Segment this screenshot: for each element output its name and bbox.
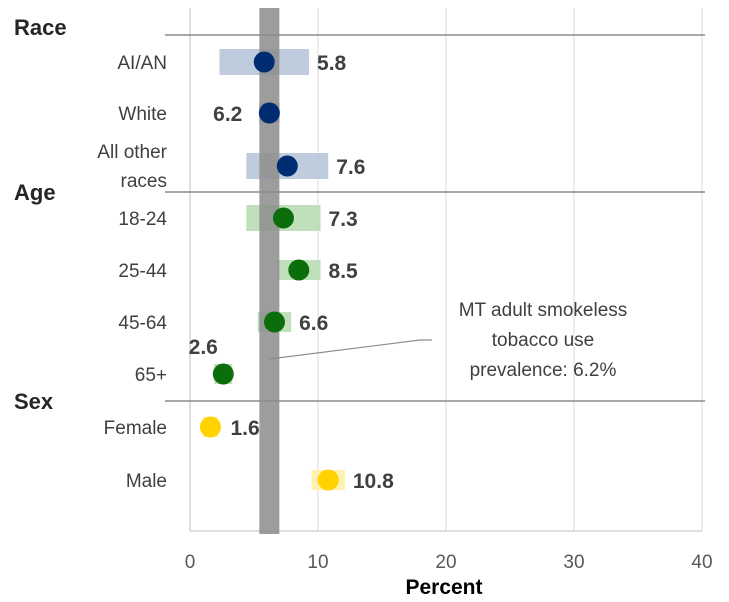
value-label: 7.3 — [329, 208, 358, 231]
data-point — [272, 207, 294, 229]
data-point — [258, 102, 280, 124]
group-label: Race — [14, 15, 67, 40]
annotation-leader — [269, 339, 432, 360]
value-label: 2.6 — [189, 336, 218, 359]
category-label: AI/AN — [117, 53, 167, 74]
value-label: 8.5 — [329, 260, 359, 283]
x-tick-label: 0 — [185, 552, 196, 573]
value-label: 1.6 — [230, 417, 259, 440]
x-tick-label: 20 — [435, 552, 456, 573]
data-point — [199, 416, 221, 438]
category-label: races — [121, 171, 167, 192]
category-label: Female — [104, 418, 167, 439]
value-label: 6.2 — [213, 103, 242, 126]
value-label: 10.8 — [353, 470, 394, 493]
group-label: Age — [14, 180, 56, 205]
reference-annotation: tobacco use — [492, 330, 594, 351]
category-label: White — [118, 104, 167, 125]
data-point — [317, 469, 339, 491]
category-label: 65+ — [135, 365, 167, 386]
x-tick-label: 40 — [691, 552, 712, 573]
category-label: 18-24 — [118, 209, 167, 230]
data-point — [263, 311, 285, 333]
x-tick-label: 10 — [307, 552, 328, 573]
reference-annotation: MT adult smokeless — [459, 300, 628, 321]
x-tick-label: 30 — [563, 552, 584, 573]
data-point — [253, 51, 275, 73]
data-point — [288, 259, 310, 281]
category-label: 25-44 — [118, 261, 167, 282]
category-label: 45-64 — [118, 313, 167, 334]
x-axis-label: Percent — [405, 576, 482, 599]
value-label: 5.8 — [317, 52, 347, 75]
group-label: Sex — [14, 389, 54, 414]
value-label: 6.6 — [299, 312, 328, 335]
data-point — [276, 155, 298, 177]
value-label: 7.6 — [336, 156, 365, 179]
category-label: All other — [97, 142, 167, 163]
reference-line-prevalence — [259, 8, 280, 534]
category-label: Male — [126, 471, 167, 492]
data-point — [212, 363, 234, 385]
reference-annotation: prevalence: 6.2% — [470, 360, 617, 381]
